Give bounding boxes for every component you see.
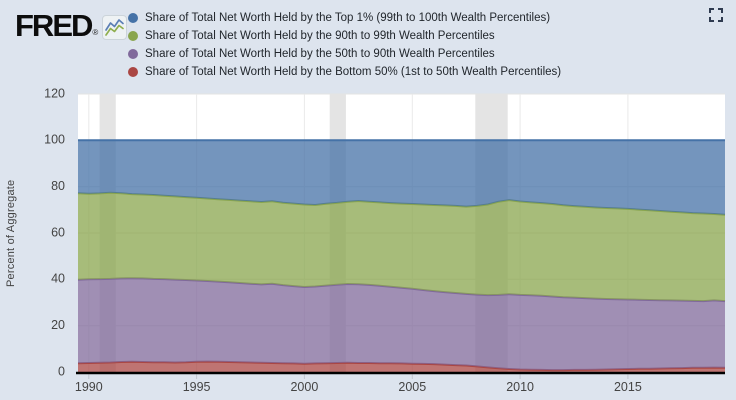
y-tick-label: 20 bbox=[51, 318, 65, 332]
legend-label: Share of Total Net Worth Held by the 90t… bbox=[145, 30, 495, 42]
fred-logo-text: FRED bbox=[15, 8, 93, 43]
legend-item-50th-to-90th[interactable]: Share of Total Net Worth Held by the 50t… bbox=[128, 45, 561, 63]
y-tick-label: 0 bbox=[58, 364, 65, 378]
fred-logo-chart-icon bbox=[102, 15, 128, 45]
area-bottom-50-percent[interactable] bbox=[78, 361, 725, 372]
x-tick-label: 2000 bbox=[290, 380, 318, 394]
x-tick-label: 1995 bbox=[183, 380, 211, 394]
legend: Share of Total Net Worth Held by the Top… bbox=[128, 9, 561, 81]
legend-label: Share of Total Net Worth Held by the Bot… bbox=[145, 66, 562, 78]
legend-label: Share of Total Net Worth Held by the Top… bbox=[145, 12, 551, 24]
legend-dot-purple-icon bbox=[128, 49, 138, 59]
registered-trademark-symbol: ® bbox=[92, 28, 99, 37]
y-tick-label: 120 bbox=[44, 86, 65, 100]
legend-item-90th-to-99th[interactable]: Share of Total Net Worth Held by the 90t… bbox=[128, 27, 561, 45]
legend-item-top-1-percent[interactable]: Share of Total Net Worth Held by the Top… bbox=[128, 9, 561, 27]
x-tick-label: 1990 bbox=[75, 380, 103, 394]
y-tick-label: 40 bbox=[51, 272, 65, 286]
area-50th-to-90th-percentiles[interactable] bbox=[78, 278, 725, 371]
fullscreen-icon[interactable] bbox=[709, 8, 725, 24]
fred-logo[interactable]: FRED ® bbox=[15, 8, 128, 45]
legend-dot-blue-icon bbox=[128, 13, 138, 23]
legend-label: Share of Total Net Worth Held by the 50t… bbox=[145, 48, 495, 60]
x-tick-label: 2005 bbox=[398, 380, 426, 394]
legend-dot-green-icon bbox=[128, 31, 138, 41]
legend-item-bottom-50-percent[interactable]: Share of Total Net Worth Held by the Bot… bbox=[128, 63, 561, 81]
y-tick-label: 100 bbox=[44, 133, 65, 147]
x-tick-label: 2010 bbox=[506, 380, 534, 394]
legend-dot-red-icon bbox=[128, 67, 138, 77]
y-tick-label: 80 bbox=[51, 179, 65, 193]
area-top-1-percent[interactable] bbox=[78, 140, 725, 215]
area-90th-to-99th-percentiles[interactable] bbox=[78, 192, 725, 302]
x-tick-label: 2015 bbox=[614, 380, 642, 394]
y-tick-label: 60 bbox=[51, 225, 65, 239]
